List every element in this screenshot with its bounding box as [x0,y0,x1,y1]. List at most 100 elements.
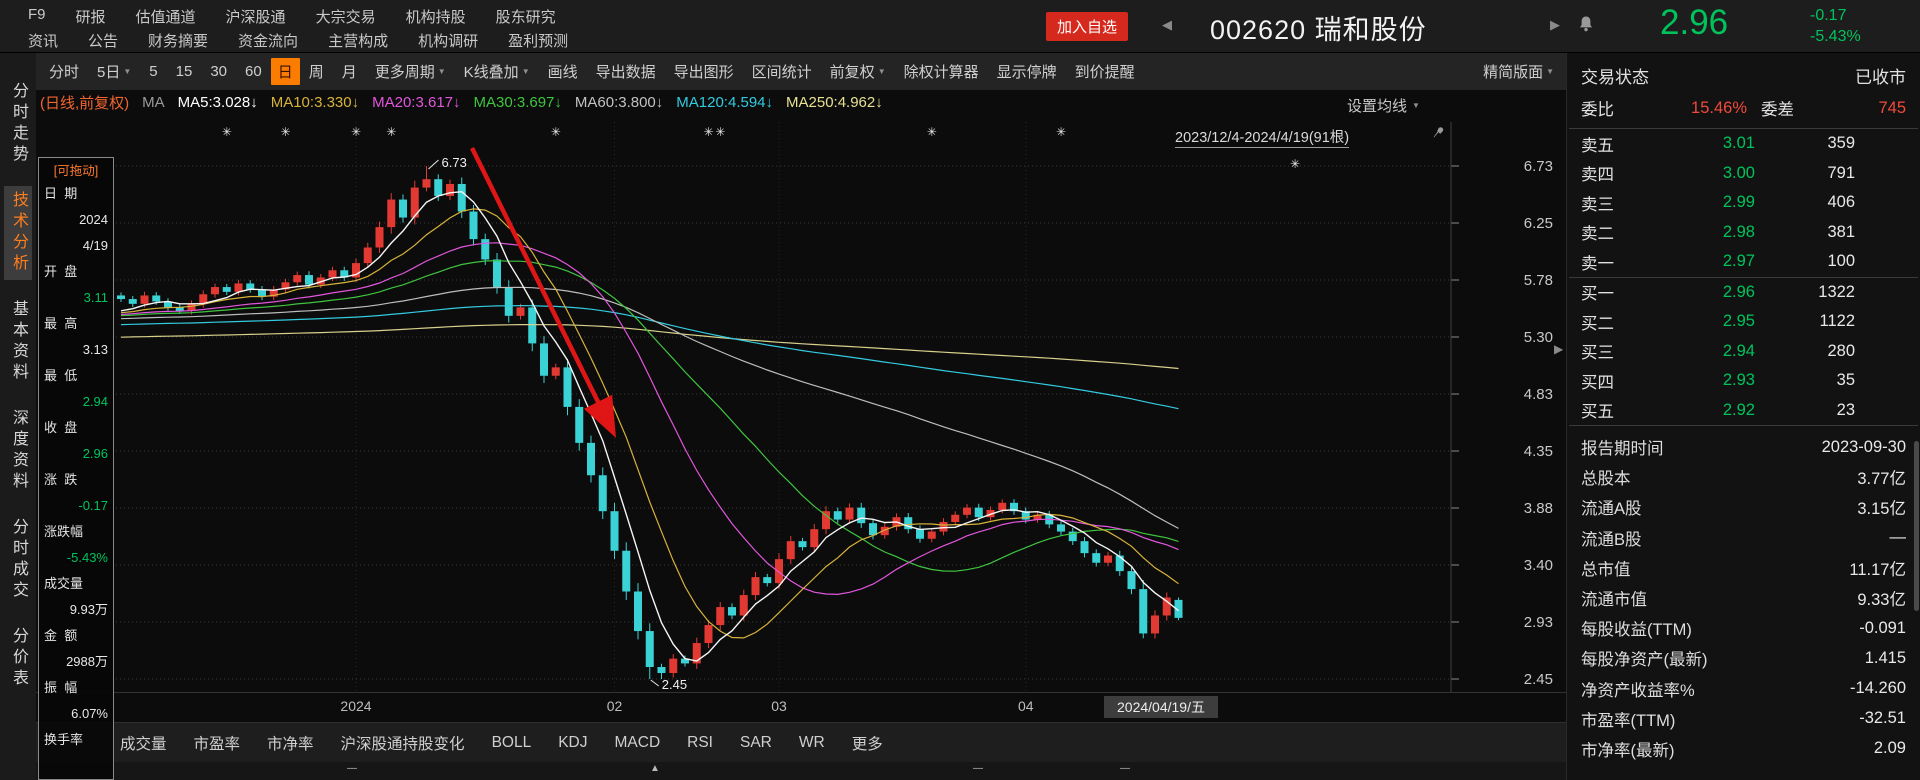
menu-item-研报[interactable]: 研报 [75,9,106,26]
price-alert-bell-icon[interactable] [1578,15,1594,38]
indicator-tab-SAR[interactable]: SAR [739,733,772,751]
event-marker-icon[interactable]: ✳ [703,125,713,139]
compact-layout-button[interactable]: 精简版面 ▼ [1483,64,1554,81]
ma-line-250 [120,324,1179,370]
toolbar-item-5[interactable]: 5 [149,63,158,80]
info-label: 流通市值 [1581,591,1647,610]
toolbar-item-60[interactable]: 60 [245,63,262,80]
sidebar-item-分时成交[interactable]: 分时成交 [10,518,27,602]
indicator-tab-KDJ[interactable]: KDJ [558,733,588,751]
menu-item-机构调研[interactable]: 机构调研 [418,33,479,50]
ohlc-label: 振 幅 [44,680,78,695]
indicator-tab-MACD[interactable]: MACD [614,733,661,751]
toolbar-item-画线[interactable]: 画线 [547,64,578,81]
pin-icon[interactable] [1432,126,1445,144]
info-value: — [1889,528,1907,547]
toolbar-item-显示停牌[interactable]: 显示停牌 [996,64,1057,81]
toolbar-item-日[interactable]: 日 [270,58,300,85]
menu-item-大宗交易[interactable]: 大宗交易 [315,9,376,26]
menu-item-机构持股[interactable]: 机构持股 [405,9,466,26]
event-marker-icon[interactable]: ✳ [280,125,290,139]
indicator-tab-WR[interactable]: WR [798,733,825,751]
indicator-tab-市净率[interactable]: 市净率 [267,735,314,753]
event-marker-icon[interactable]: ✳ [715,125,725,139]
toolbar-item-周[interactable]: 周 [308,64,324,81]
event-marker-icon[interactable]: ✳ [1290,157,1300,171]
scroll-mark-icon[interactable]: — [347,763,357,774]
visible-date-range[interactable]: 2023/12/4-2024/4/19(91根) [1175,126,1350,148]
y-axis-label: 6.73 [1524,158,1553,175]
indicator-tab-成交量[interactable]: 成交量 [120,735,167,753]
indicator-tab-更多[interactable]: 更多 [851,735,883,753]
scroll-mark-icon[interactable]: — [1120,763,1130,774]
toolbar-item-更多周期[interactable]: 更多周期 ▼ [374,64,446,81]
menu-item-财务摘要[interactable]: 财务摘要 [148,33,209,50]
prev-stock-icon[interactable]: ◀ [1162,17,1172,32]
toolbar-item-前复权[interactable]: 前复权 ▼ [829,64,886,81]
bid-price: 2.94 [1722,341,1755,360]
panel-collapse-icon[interactable]: ▶ [1554,342,1564,356]
sidebar-item-分价表[interactable]: 分价表 [10,627,27,690]
bid-label: 买四 [1581,373,1614,392]
event-marker-icon[interactable]: ✳ [551,125,561,139]
menu-item-资金流向[interactable]: 资金流向 [238,33,299,50]
event-marker-icon[interactable]: ✳ [351,125,361,139]
trend-arrow-annotation [469,146,617,439]
toolbar-item-30[interactable]: 30 [210,63,227,80]
event-marker-icon[interactable]: ✳ [222,125,232,139]
sidebar-item-技术分析[interactable]: 技术分析 [4,186,32,280]
chevron-down-icon: ▼ [1546,67,1554,76]
indicator-tab-市盈率[interactable]: 市盈率 [193,735,241,753]
indicator-tab-RSI[interactable]: RSI [687,733,713,751]
x-axis: 2024/04/19/五 2024 02 03 04 [36,692,1566,722]
bid-label: 买二 [1581,314,1614,333]
scroll-mark-icon[interactable]: — [973,763,983,774]
menu-item-公告[interactable]: 公告 [88,33,119,50]
sidebar-item-分时走势[interactable]: 分时走势 [10,82,27,166]
bid-row: 买三 2.94 280 [1567,337,1920,367]
ma-settings-button[interactable]: 设置均线 ▼ [1347,98,1420,115]
toolbar-item-导出数据[interactable]: 导出数据 [595,64,656,81]
toolbar-item-15[interactable]: 15 [175,63,193,80]
info-label: 流通A股 [1581,500,1642,519]
scroll-mark-icon[interactable]: ▲ [650,763,660,774]
ohlc-data-panel[interactable]: [可拖动] 日 期 2024 4/19 开 盘 3.11 最 高 3.13 最 低 2.94 收 … [38,157,114,780]
next-stock-icon[interactable]: ▶ [1550,17,1560,32]
indicator-tab-BOLL[interactable]: BOLL [491,733,532,751]
menu-item-资讯[interactable]: 资讯 [28,33,59,50]
toolbar-item-到价提醒[interactable]: 到价提醒 [1074,64,1135,81]
toolbar-item-K线叠加[interactable]: K线叠加 ▼ [463,64,530,81]
sidebar-item-深度资料[interactable]: 深度资料 [10,409,27,493]
event-marker-icon[interactable]: ✳ [927,125,937,139]
toolbar-item-区间统计[interactable]: 区间统计 [751,64,812,81]
ma-label: MA [142,93,165,111]
info-label: 每股收益(TTM) [1581,621,1692,640]
info-value: -14.260 [1850,679,1906,698]
fundamental-info-rows: 报告期时间 2023-09-30 总股本 3.77亿 流通A股 3.15亿 流通B股 — 总市值… [1567,432,1920,764]
scrollbar-thumb[interactable] [1914,441,1919,611]
info-value: 2023-09-30 [1821,437,1906,456]
y-axis-label: 6.25 [1524,215,1553,232]
bottom-scroll-strip[interactable]: — ▲ — — [36,762,1566,780]
event-marker-icon[interactable]: ✳ [386,125,396,139]
menu-item-F9[interactable]: F9 [28,6,46,23]
menu-item-股东研究[interactable]: 股东研究 [495,9,556,26]
toolbar-item-分时[interactable]: 分时 [49,64,80,81]
toolbar-item-月[interactable]: 月 [341,64,357,81]
toolbar-item-5日[interactable]: 5日 ▼ [97,64,132,81]
menu-item-盈利预测[interactable]: 盈利预测 [508,33,569,50]
toolbar-item-除权计算器[interactable]: 除权计算器 [903,64,979,81]
indicator-tab-沪深股通持股变化[interactable]: 沪深股通持股变化 [340,735,465,753]
menu-item-沪深股通[interactable]: 沪深股通 [225,9,286,26]
toolbar-item-导出图形[interactable]: 导出图形 [673,64,734,81]
menu-item-估值通道[interactable]: 估值通道 [135,9,196,26]
top-menu-row-2: 资讯 公告 财务摘要 资金流向 主营构成 机构调研 盈利预测 [28,30,568,51]
add-to-watchlist-button[interactable]: 加入自选 [1046,12,1129,41]
menu-item-主营构成[interactable]: 主营构成 [328,33,389,50]
sidebar-item-基本资料[interactable]: 基本资料 [10,300,27,384]
bid-label: 买一 [1581,285,1614,304]
event-marker-icon[interactable]: ✳ [1056,125,1066,139]
trade-status-label: 交易状态 [1581,68,1649,87]
info-row: 总股本 3.77亿 [1567,462,1920,492]
